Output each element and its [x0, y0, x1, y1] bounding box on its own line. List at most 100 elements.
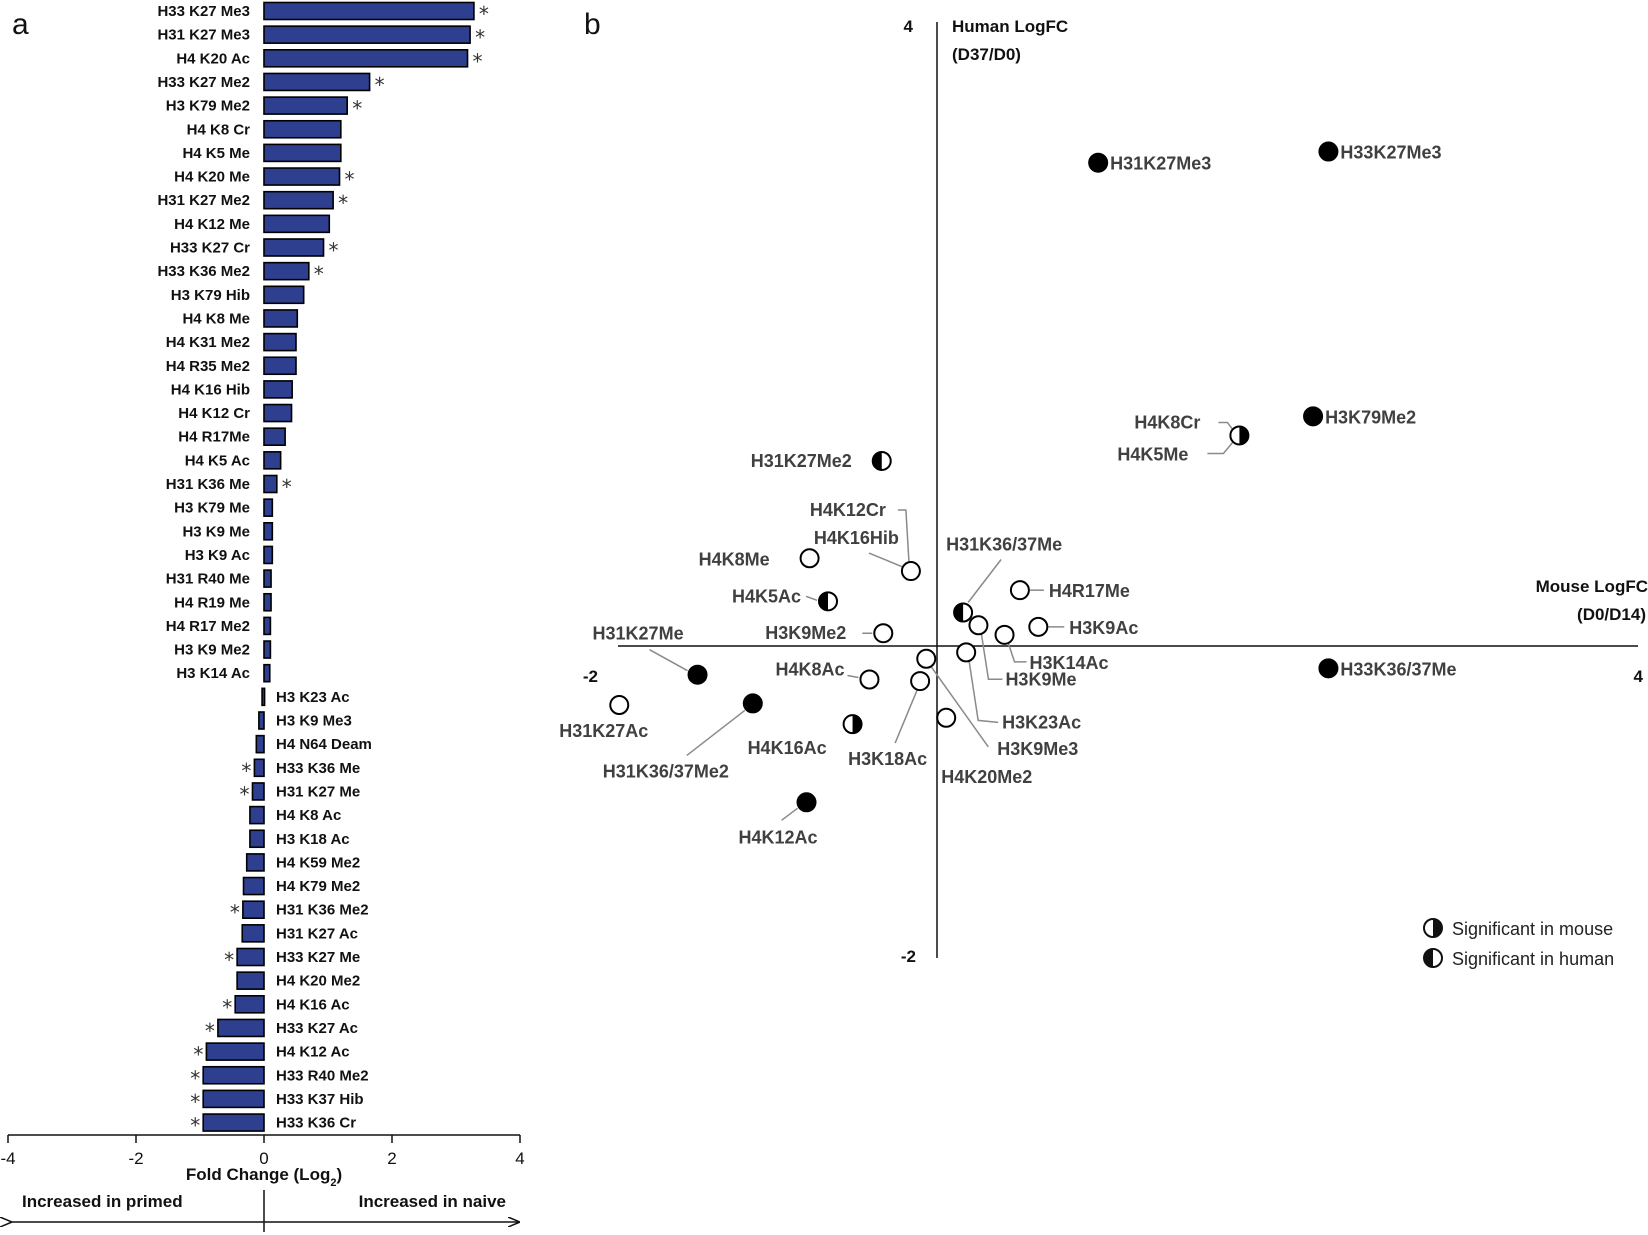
bar: [263, 119, 342, 139]
significance-star: *: [193, 1043, 203, 1067]
scatter-point: [956, 642, 977, 663]
x-axis-title: Fold Change (Log2): [186, 1165, 342, 1189]
point-marker: [609, 695, 630, 716]
x-tick-max: 4: [1634, 667, 1644, 686]
scatter-point: [1028, 616, 1049, 637]
category-label: H3 K9 Ac: [185, 547, 250, 564]
category-label: H33 K36 Me2: [157, 263, 250, 280]
scatter-point: [609, 695, 630, 716]
point-label: H3K9Me: [1005, 669, 1076, 689]
scatter-point: [910, 671, 931, 692]
category-label: H4 K20 Me: [174, 169, 250, 186]
bar: [234, 994, 265, 1014]
category-label: H33 K27 Me2: [157, 74, 250, 91]
legend-mouse-fill: [1433, 919, 1442, 937]
scatter-point: [687, 664, 708, 685]
bar: [263, 380, 293, 399]
leader-line: [930, 666, 989, 748]
bar: [202, 1089, 265, 1109]
point-label: H31K27Me2: [751, 451, 852, 471]
category-label: H3 K79 Me: [174, 500, 250, 517]
y-axis-title-line1: Human LogFC: [952, 17, 1068, 36]
scatter-point: [900, 561, 921, 582]
bar: [263, 640, 272, 659]
category-label: H33 K27 Me3: [157, 3, 250, 20]
category-label: H4 K16 Ac: [276, 996, 350, 1013]
bar: [263, 214, 331, 234]
significance-star: *: [473, 49, 483, 73]
significance-star: *: [241, 759, 251, 783]
category-label: H4 R19 Me: [174, 594, 250, 611]
significance-star: *: [375, 73, 385, 97]
point-marker: [742, 693, 763, 714]
point-half-fill: [852, 715, 862, 734]
leader-line: [1218, 421, 1234, 431]
point-marker: [916, 648, 937, 669]
bar: [263, 309, 299, 328]
bar: [263, 1, 475, 21]
significance-star: *: [190, 1066, 200, 1090]
category-label: H33 K37 Hib: [276, 1091, 364, 1108]
bar: [236, 971, 265, 990]
point-marker: [859, 669, 880, 690]
bar: [202, 1065, 265, 1085]
category-label: H3 K79 Me2: [166, 98, 250, 115]
scatter-point: [796, 792, 817, 813]
scatter-point: [873, 623, 894, 644]
significance-star: *: [190, 1090, 200, 1114]
point-label: H4R17Me: [1049, 581, 1130, 601]
bar: [263, 616, 272, 636]
point-marker: [1303, 406, 1324, 427]
bar: [245, 853, 265, 872]
point-marker: [1009, 580, 1030, 601]
point-label: H4K8Cr: [1134, 412, 1200, 432]
leader-line: [967, 559, 1002, 603]
scatter-point: [799, 548, 820, 569]
panel-label-a: a: [12, 8, 29, 41]
significance-star: *: [352, 97, 362, 121]
point-marker: [936, 707, 957, 728]
point-marker: [799, 548, 820, 569]
point-marker: [900, 561, 921, 582]
scatter-point: [842, 714, 863, 735]
y-tick-min: -2: [901, 947, 916, 966]
scatter-point: [1318, 141, 1339, 162]
point-label: H4K5Ac: [732, 586, 801, 606]
point-marker: [1028, 616, 1049, 637]
leader-line: [897, 509, 910, 562]
legend: Significant in mouse Significant in huma…: [1423, 918, 1614, 969]
bar-chart-panel: a H33 K27 Me3 *H31 K27 Me3 *H4 K20 Ac *H33 …: [0, 1, 525, 1232]
category-label: H31 K27 Ac: [276, 925, 358, 942]
bar: [263, 167, 341, 186]
panel-label-b: b: [584, 8, 601, 41]
category-label: H4 N64 Deam: [276, 736, 372, 753]
x-tick-label: -2: [128, 1149, 143, 1168]
point-half-fill: [954, 603, 964, 622]
bar: [263, 545, 274, 565]
leader-line: [1007, 643, 1027, 663]
leader-line: [868, 552, 904, 568]
leader-line: [894, 689, 918, 744]
category-label: H3 K23 Ac: [276, 689, 350, 706]
significance-star: *: [230, 901, 240, 925]
bar: [263, 190, 334, 210]
significance-star: *: [224, 948, 234, 972]
significance-star: *: [329, 239, 339, 263]
bar: [263, 332, 297, 352]
significance-star: *: [479, 2, 489, 26]
bar: [263, 474, 278, 494]
bar: [251, 782, 265, 801]
bar: [263, 569, 272, 588]
category-label: H33 K36 Cr: [276, 1115, 356, 1132]
category-label: H4 K8 Cr: [187, 121, 251, 138]
leader-line: [649, 649, 688, 672]
point-marker: [910, 671, 931, 692]
bar: [263, 143, 342, 163]
significance-star: *: [222, 995, 232, 1019]
bar: [263, 521, 274, 541]
significance-star: *: [338, 191, 348, 215]
leader-line: [781, 807, 798, 821]
category-label: H4 R35 Me2: [166, 358, 250, 375]
bar: [242, 876, 265, 896]
